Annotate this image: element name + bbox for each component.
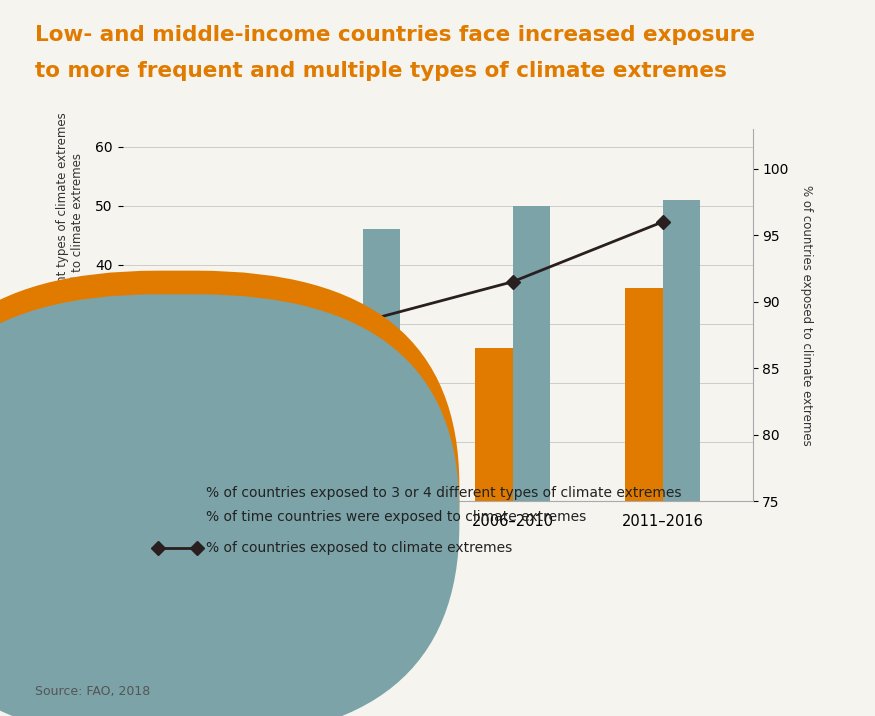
Bar <box>325 380 362 501</box>
Bar <box>625 289 662 501</box>
Text: % of countries exposed to 3 or 4 different types of climate extremes: % of countries exposed to 3 or 4 differe… <box>206 486 681 500</box>
Y-axis label: % of countries exposed to 3 or 4 different types of climate extremes
% of time c: % of countries exposed to 3 or 4 differe… <box>56 112 84 518</box>
Text: % of countries exposed to climate extremes: % of countries exposed to climate extrem… <box>206 541 512 556</box>
Bar <box>475 347 513 501</box>
Bar <box>213 274 250 501</box>
Bar <box>513 205 550 501</box>
Bar <box>175 392 213 501</box>
Bar <box>662 200 700 501</box>
Bar <box>362 229 400 501</box>
Text: Low- and middle-income countries face increased exposure: Low- and middle-income countries face in… <box>35 25 755 45</box>
Text: to more frequent and multiple types of climate extremes: to more frequent and multiple types of c… <box>35 61 727 81</box>
Text: Source: FAO, 2018: Source: FAO, 2018 <box>35 685 150 698</box>
Y-axis label: % of countries exposed to climate extremes: % of countries exposed to climate extrem… <box>800 185 813 445</box>
Text: % of time countries were exposed to climate extremes: % of time countries were exposed to clim… <box>206 510 586 524</box>
